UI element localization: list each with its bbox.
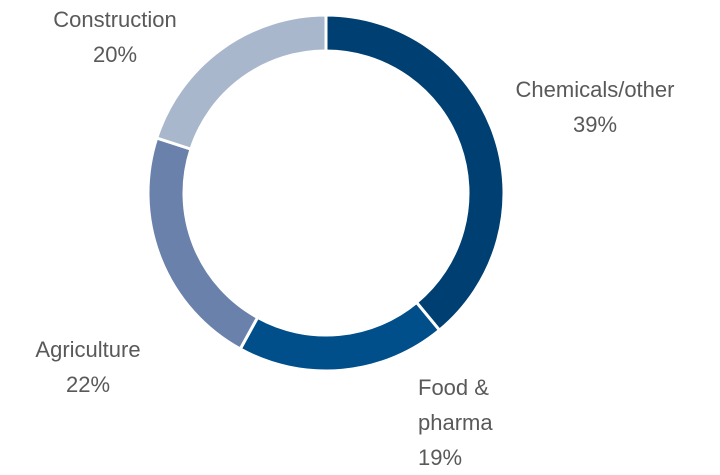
value-label: 19% [418,445,463,470]
donut-segment [324,13,506,333]
category-label: Construction [53,7,177,32]
slice-label: Agriculture 22% [0,332,176,402]
value-label: 39% [572,112,618,137]
category-label: Food & pharma [418,375,493,435]
category-label: Chemicals/other [515,77,675,102]
slice-label: Chemicals/other 39% [480,72,710,142]
value-label: 22% [65,372,111,397]
category-label: Agriculture [35,337,141,362]
donut-segment [146,136,260,352]
donut-segment [154,13,328,152]
slice-label: Food & pharma 19% [418,370,518,475]
value-label: 20% [92,42,138,67]
donut-segment [238,300,442,373]
slice-label: Construction 20% [20,2,210,72]
